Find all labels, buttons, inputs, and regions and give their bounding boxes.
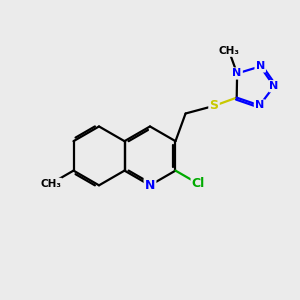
Text: CH₃: CH₃ [40, 179, 61, 189]
Text: N: N [232, 68, 242, 79]
Text: N: N [145, 179, 155, 192]
Text: N: N [256, 61, 265, 71]
Text: S: S [209, 99, 218, 112]
Text: N: N [269, 81, 279, 91]
Text: N: N [255, 100, 264, 110]
Text: CH₃: CH₃ [218, 46, 239, 56]
Text: Cl: Cl [192, 177, 205, 190]
